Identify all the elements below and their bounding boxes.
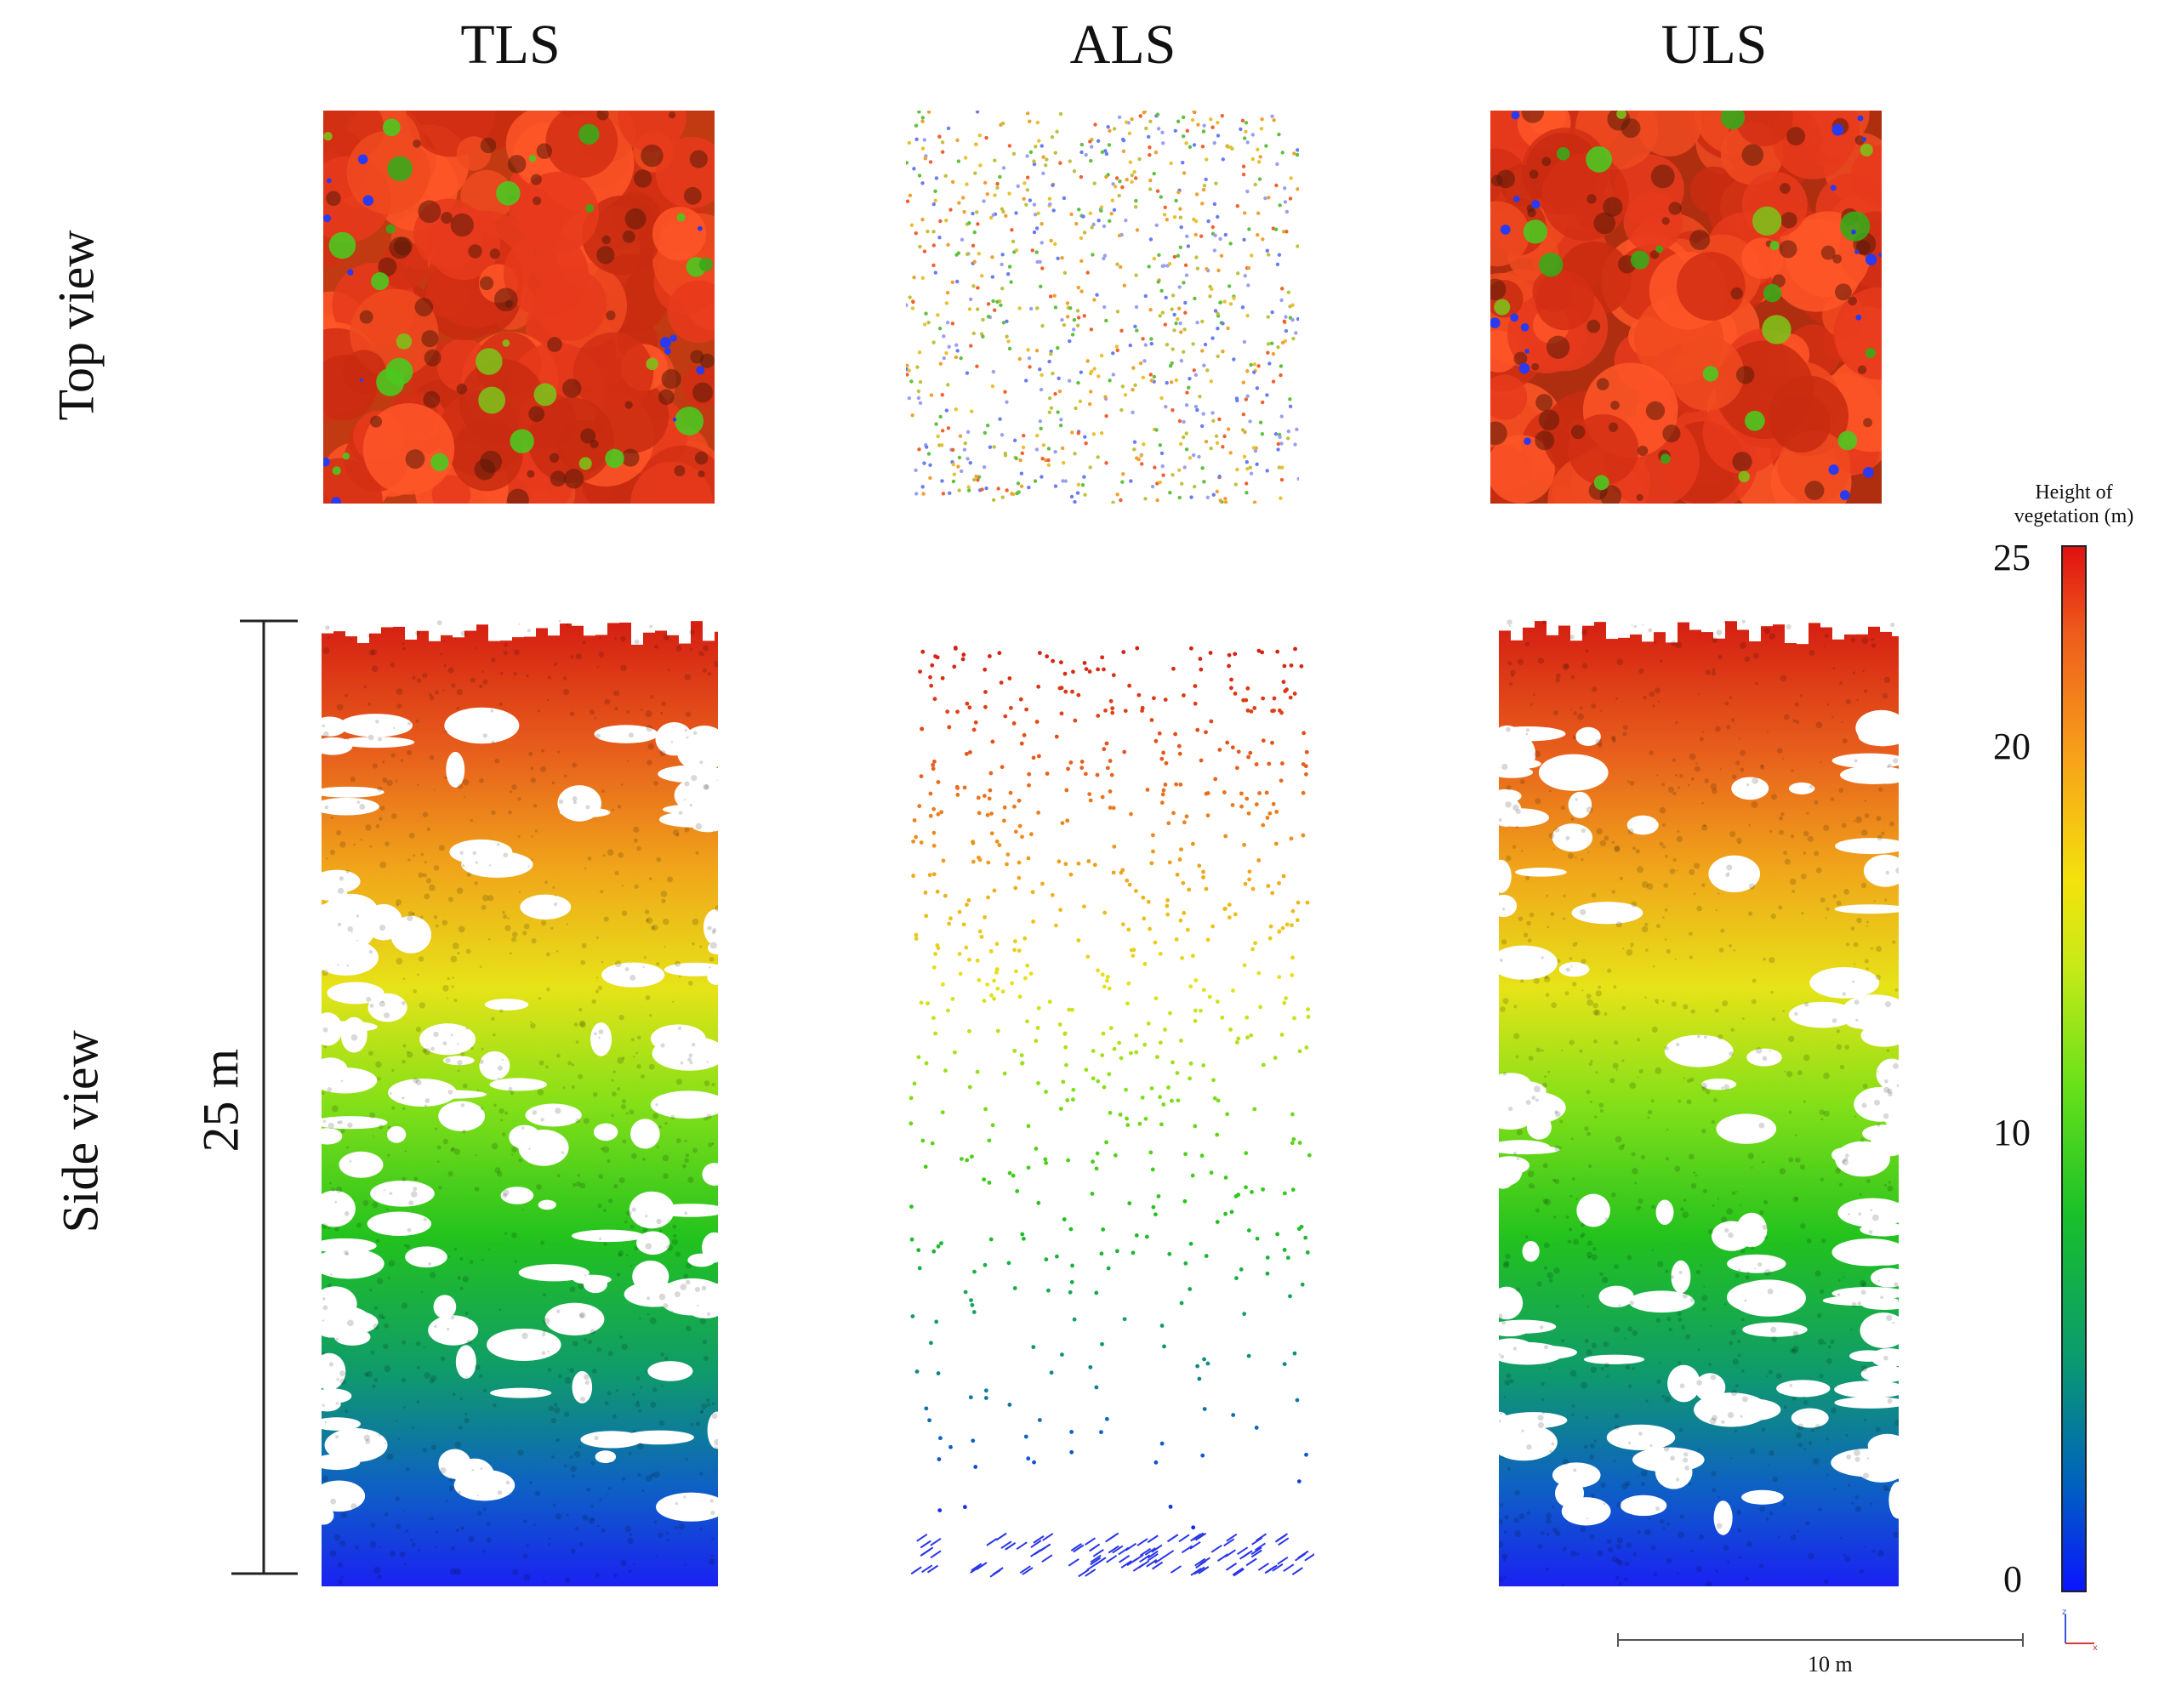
legend-tick-0: 0 xyxy=(2003,1558,2022,1600)
row-label-top-view: Top view xyxy=(48,230,105,421)
height-scale-label: 25 m xyxy=(192,1048,249,1153)
height-colorbar xyxy=(2061,545,2087,1592)
column-title-tls: TLS xyxy=(460,14,561,76)
axis-orientation-icon: z x xyxy=(2062,1608,2098,1650)
column-title-als: ALS xyxy=(1069,14,1176,76)
horizontal-scale-bar xyxy=(1617,1633,2024,1647)
legend-tick-10: 10 xyxy=(1993,1112,2031,1153)
tls-top-view-panel xyxy=(323,111,715,504)
column-title-uls: ULS xyxy=(1660,14,1768,76)
svg-text:x: x xyxy=(2093,1643,2098,1650)
svg-text:z: z xyxy=(2062,1608,2066,1617)
legend-title-line2: vegetation (m) xyxy=(2014,504,2134,527)
uls-side-view-panel xyxy=(1499,595,1899,1586)
tls-side-view-panel xyxy=(322,612,718,1586)
uls-top-view-panel xyxy=(1490,111,1882,504)
legend-title: Height of vegetation (m) xyxy=(1980,481,2167,528)
horizontal-scale-label: 10 m xyxy=(1808,1652,1853,1677)
legend-title-line1: Height of xyxy=(2035,481,2113,504)
als-side-view-panel xyxy=(906,629,1314,1591)
legend-tick-25: 25 xyxy=(1993,537,2031,578)
row-label-side-view: Side view xyxy=(52,1030,109,1233)
height-scale-bar xyxy=(231,619,298,1575)
als-top-view-panel xyxy=(906,111,1299,504)
legend-tick-20: 20 xyxy=(1993,726,2031,767)
